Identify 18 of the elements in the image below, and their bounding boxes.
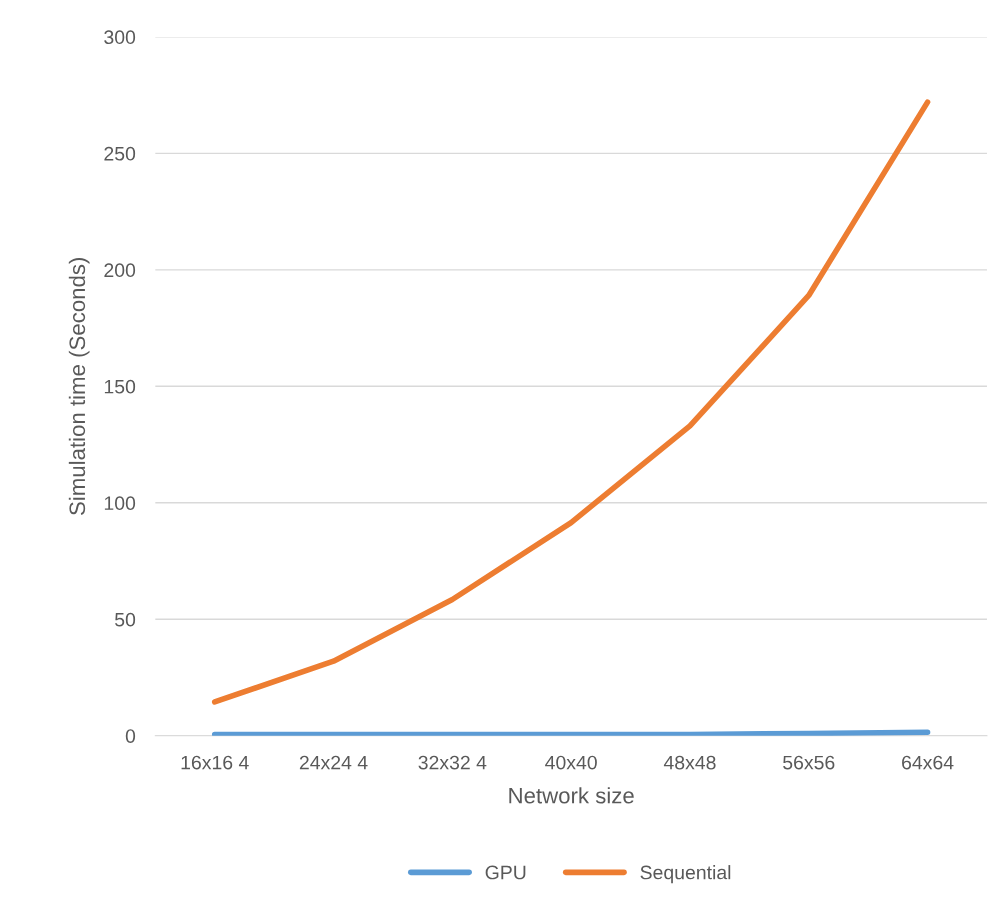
x-tick-label: 64x64 [902, 755, 954, 770]
y-tick-label: 250 [104, 146, 136, 161]
y-tick-label: 300 [104, 30, 136, 45]
x-tick-label: 24x24 4 [299, 755, 368, 770]
legend-label: GPU [485, 865, 526, 880]
legend-label: Sequential [640, 865, 731, 884]
x-axis-title: Network size [509, 787, 634, 804]
y-tick-label: 200 [104, 263, 136, 278]
x-tick-label: 32x32 4 [418, 755, 487, 770]
y-tick-label: 0 [125, 729, 136, 743]
x-tick-label: 56x56 [783, 755, 835, 770]
y-axis-title: Simulation time (Seconds) [68, 258, 90, 515]
x-tick-label: 16x16 4 [181, 755, 249, 770]
y-tick-label: 100 [104, 496, 136, 511]
x-tick-label: 48x48 [663, 755, 716, 770]
y-tick-label: 150 [104, 379, 136, 394]
x-tick-label: 40x40 [545, 755, 597, 770]
y-tick-label: 50 [115, 612, 136, 627]
